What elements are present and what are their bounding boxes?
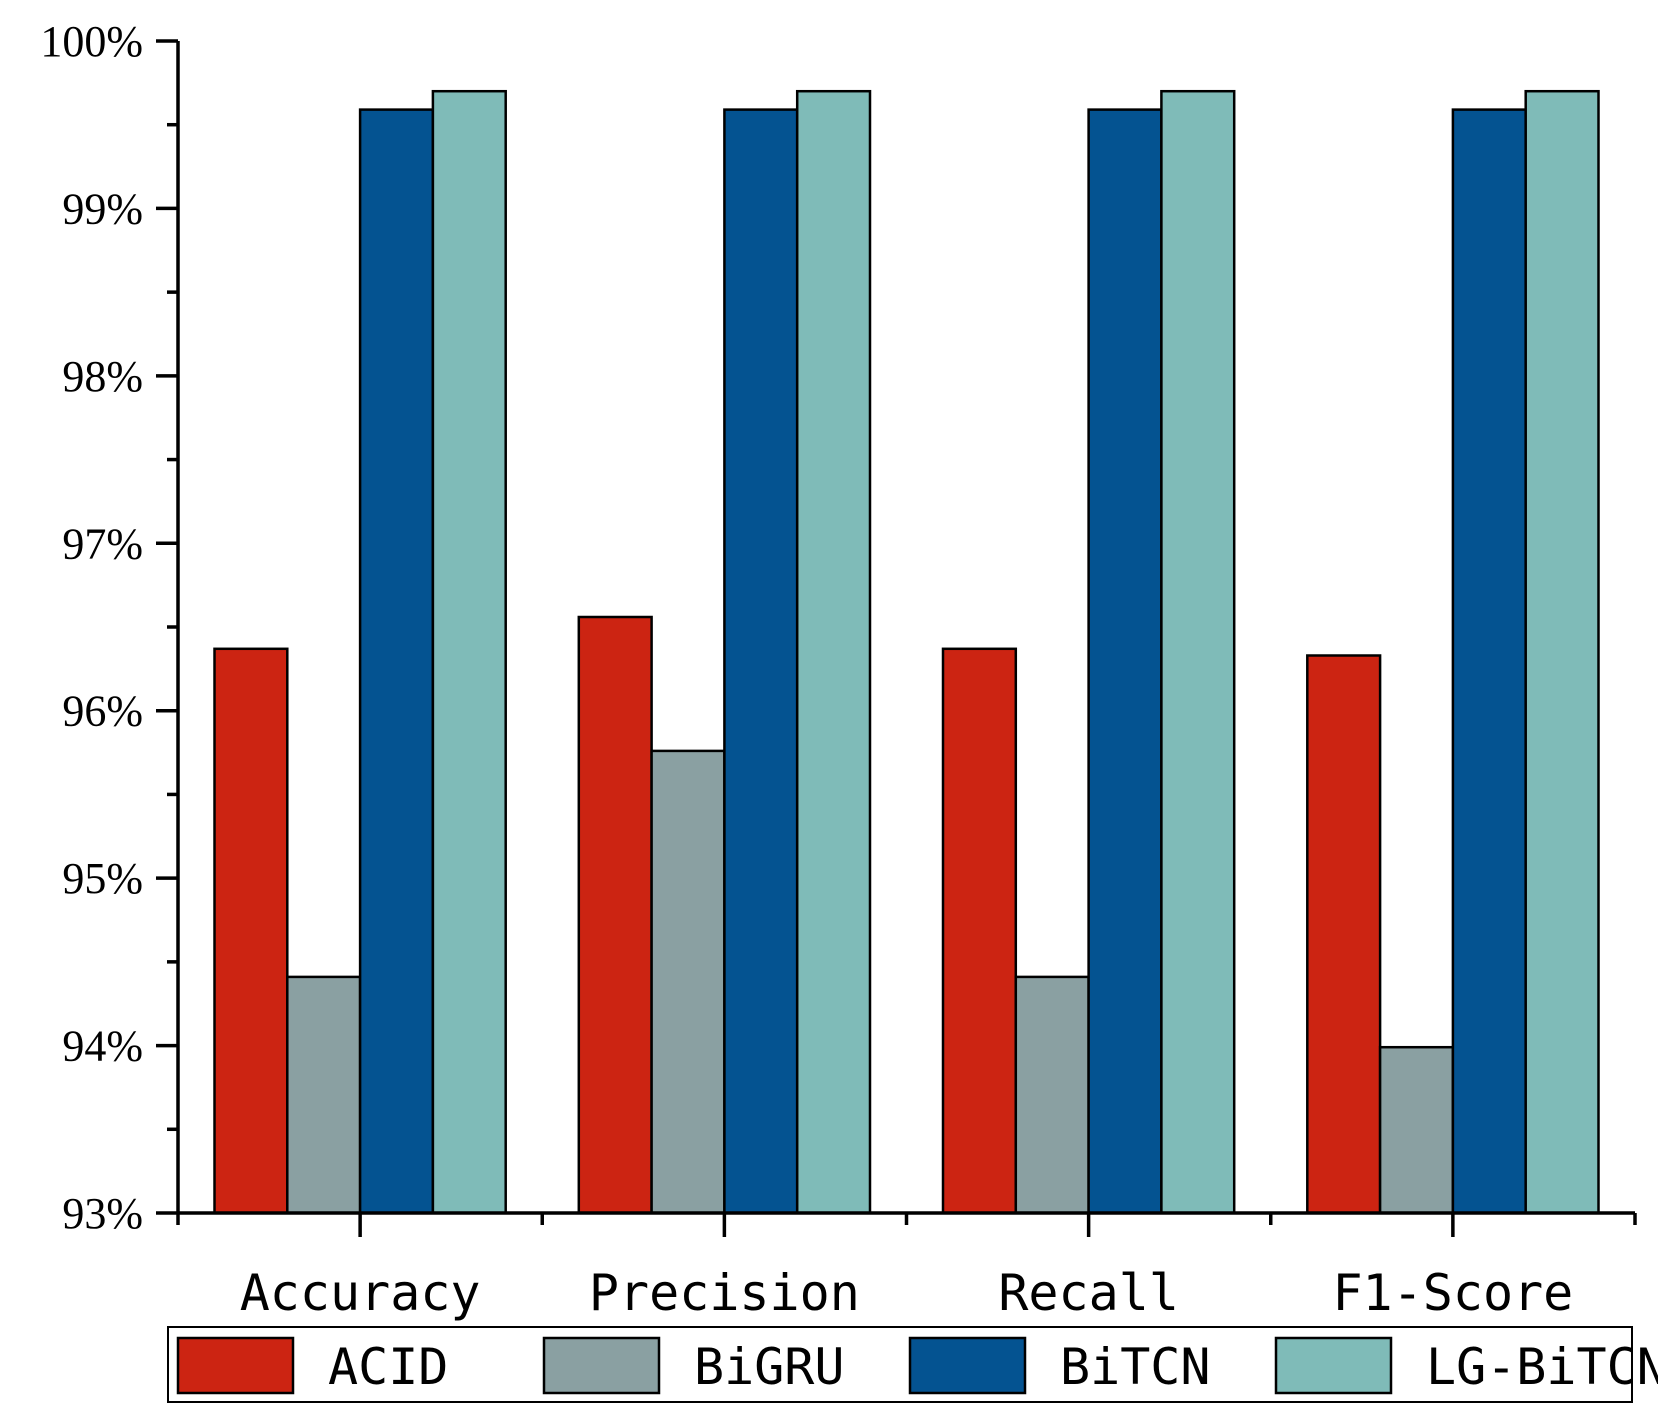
legend-swatch-acid bbox=[176, 1336, 295, 1395]
bar-bitcn-f1-score bbox=[1451, 108, 1527, 1215]
y-tick-label: 98% bbox=[62, 352, 143, 401]
bar-acid-accuracy bbox=[213, 647, 289, 1215]
x-tick-label: Recall bbox=[998, 1264, 1179, 1322]
legend-label-bigru: BiGRU bbox=[694, 1338, 845, 1396]
bar-lg-bitcn-f1-score bbox=[1524, 89, 1600, 1215]
legend-swatch-bitcn bbox=[908, 1336, 1027, 1395]
bar-bigru-accuracy bbox=[286, 975, 362, 1215]
y-tick-label: 96% bbox=[62, 687, 143, 736]
y-tick-label: 93% bbox=[62, 1189, 143, 1238]
bar-bitcn-precision bbox=[723, 108, 799, 1215]
y-tick-label: 97% bbox=[62, 519, 143, 568]
bar-bitcn-accuracy bbox=[358, 108, 435, 1215]
x-axis-ticks: Accuracy Precision Recall F1-Score bbox=[176, 1213, 1637, 1322]
x-tick-label: Precision bbox=[589, 1264, 860, 1322]
x-tick-label: Accuracy bbox=[240, 1264, 481, 1322]
y-tick-label: 100% bbox=[40, 17, 143, 66]
y-tick-label: 95% bbox=[62, 854, 143, 903]
legend-label-lg-bitcn: LG-BiTCN bbox=[1426, 1338, 1658, 1396]
legend-label-acid: ACID bbox=[328, 1338, 448, 1396]
y-tick-label: 94% bbox=[62, 1022, 143, 1071]
bar-bigru-f1-score bbox=[1378, 1045, 1455, 1215]
bar-acid-precision bbox=[577, 615, 653, 1215]
legend-label-bitcn: BiTCN bbox=[1060, 1338, 1211, 1396]
legend-swatch-bigru bbox=[542, 1336, 661, 1395]
bar-bigru-recall bbox=[1014, 975, 1090, 1215]
legend-swatch-lg-bitcn bbox=[1274, 1336, 1393, 1395]
bar-bigru-precision bbox=[650, 749, 726, 1215]
bar-bitcn-recall bbox=[1087, 108, 1163, 1215]
bar-lg-bitcn-recall bbox=[1160, 89, 1236, 1215]
bar-acid-f1-score bbox=[1306, 654, 1382, 1215]
legend: ACID BiGRU BiTCN LG-BiTCN bbox=[167, 1326, 1658, 1403]
bar-lg-bitcn-precision bbox=[795, 89, 872, 1215]
bars bbox=[213, 89, 1600, 1215]
bar-lg-bitcn-accuracy bbox=[431, 89, 507, 1215]
x-tick-label: F1-Score bbox=[1332, 1264, 1573, 1322]
bar-acid-recall bbox=[941, 647, 1018, 1215]
y-tick-label: 99% bbox=[62, 184, 143, 233]
y-axis-ticks: 93% 94% 95% 96% 97% 98% 99% 100% bbox=[40, 17, 178, 1238]
